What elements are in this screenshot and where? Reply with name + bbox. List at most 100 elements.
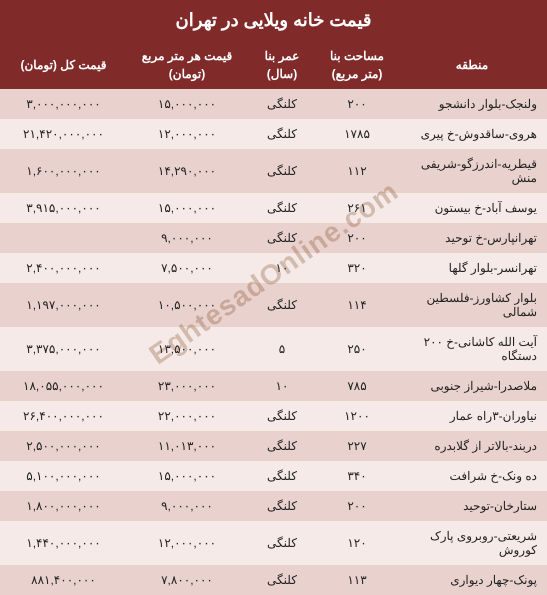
col-header-region: منطقه	[397, 41, 547, 89]
cell-ppm: ۱۱,۰۱۳,۰۰۰	[127, 431, 247, 461]
table-row: پونک-چهار دیواری۱۱۳کلنگی۷,۸۰۰,۰۰۰۸۸۱,۴۰۰…	[0, 565, 547, 595]
table-row: قیطریه-اندرزگو-شریفی منش۱۱۲کلنگی۱۴,۲۹۰,۰…	[0, 149, 547, 193]
col-header-age: عمر بنا (سال)	[247, 41, 317, 89]
table-row: ستارخان-توحید۲۰۰کلنگی۹,۰۰۰,۰۰۰۱,۸۰۰,۰۰۰,…	[0, 491, 547, 521]
header-row: منطقه مساحت بنا (متر مربع) عمر بنا (سال)…	[0, 41, 547, 89]
cell-ppm: ۱۲,۰۰۰,۰۰۰	[127, 521, 247, 565]
table-row: تهرانپارس-خ توحید۲۰۰کلنگی۹,۰۰۰,۰۰۰	[0, 223, 547, 253]
cell-age: کلنگی	[247, 461, 317, 491]
cell-age: کلنگی	[247, 119, 317, 149]
cell-total: ۸۸۱,۴۰۰,۰۰۰	[0, 565, 127, 595]
cell-region: شریعتی-روبروی پارک کوروش	[397, 521, 547, 565]
cell-area: ۱۱۴	[317, 283, 397, 327]
cell-region: قیطریه-اندرزگو-شریفی منش	[397, 149, 547, 193]
cell-total: ۱,۴۴۰,۰۰۰,۰۰۰	[0, 521, 127, 565]
cell-ppm: ۹,۰۰۰,۰۰۰	[127, 491, 247, 521]
cell-total: ۳,۰۰۰,۰۰۰,۰۰۰	[0, 89, 127, 119]
table-row: شریعتی-روبروی پارک کوروش۱۲۰کلنگی۱۲,۰۰۰,۰…	[0, 521, 547, 565]
cell-area: ۱۱۲	[317, 149, 397, 193]
cell-ppm: ۱۵,۰۰۰,۰۰۰	[127, 89, 247, 119]
table-row: ده ونک-خ شرافت۳۴۰کلنگی۱۵,۰۰۰,۰۰۰۵,۱۰۰,۰۰…	[0, 461, 547, 491]
cell-ppm: ۱۵,۰۰۰,۰۰۰	[127, 193, 247, 223]
cell-age: ۵	[247, 327, 317, 371]
cell-total: ۲,۴۰۰,۰۰۰,۰۰۰	[0, 253, 127, 283]
col-header-area-l2: (متر مربع)	[332, 67, 383, 81]
cell-region: پونک-چهار دیواری	[397, 565, 547, 595]
cell-region: تهرانسر-بلوار گلها	[397, 253, 547, 283]
table-title: قیمت خانه ویلایی در تهران	[0, 0, 547, 41]
col-header-total-l1: قیمت کل (تومان)	[20, 58, 106, 72]
cell-total: ۱۸,۰۵۵,۰۰۰,۰۰۰	[0, 371, 127, 401]
cell-total: ۱,۱۹۷,۰۰۰,۰۰۰	[0, 283, 127, 327]
col-header-ppm-l1: قیمت هر متر مربع	[142, 49, 232, 63]
cell-total	[0, 223, 127, 253]
col-header-region-l1: منطقه	[456, 58, 488, 72]
cell-ppm: ۲۳,۰۰۰,۰۰۰	[127, 371, 247, 401]
col-header-ppm: قیمت هر متر مربع (تومان)	[127, 41, 247, 89]
cell-area: ۷۸۵	[317, 371, 397, 401]
col-header-age-l2: (سال)	[267, 67, 297, 81]
cell-age: کلنگی	[247, 565, 317, 595]
cell-area: ۲۲۷	[317, 431, 397, 461]
cell-area: ۲۰۰	[317, 223, 397, 253]
cell-ppm: ۷,۵۰۰,۰۰۰	[127, 253, 247, 283]
cell-area: ۱۲۰۰	[317, 401, 397, 431]
cell-age: ۱۰	[247, 253, 317, 283]
cell-total: ۲۶,۴۰۰,۰۰۰,۰۰۰	[0, 401, 127, 431]
table-row: یوسف آباد-خ بیستون۲۶۱کلنگی۱۵,۰۰۰,۰۰۰۳,۹۱…	[0, 193, 547, 223]
price-table: قیمت خانه ویلایی در تهران منطقه مساحت بن…	[0, 0, 547, 595]
cell-area: ۱۲۰	[317, 521, 397, 565]
cell-region: یوسف آباد-خ بیستون	[397, 193, 547, 223]
cell-region: ده ونک-خ شرافت	[397, 461, 547, 491]
cell-region: آیت الله کاشانی-خ ۲۰۰ دستگاه	[397, 327, 547, 371]
cell-region: نیاوران-۳راه عمار	[397, 401, 547, 431]
cell-ppm: ۱۵,۰۰۰,۰۰۰	[127, 461, 247, 491]
cell-age: کلنگی	[247, 223, 317, 253]
cell-total: ۲۱,۴۲۰,۰۰۰,۰۰۰	[0, 119, 127, 149]
col-header-total: قیمت کل (تومان)	[0, 41, 127, 89]
cell-area: ۲۰۰	[317, 491, 397, 521]
cell-ppm: ۲۲,۰۰۰,۰۰۰	[127, 401, 247, 431]
cell-region: ولنجک-بلوار دانشجو	[397, 89, 547, 119]
cell-area: ۲۰۰	[317, 89, 397, 119]
cell-ppm: ۱۰,۵۰۰,۰۰۰	[127, 283, 247, 327]
col-header-area-l1: مساحت بنا	[330, 49, 384, 63]
table-row: دربند-بالاتر از گلابدره۲۲۷کلنگی۱۱,۰۱۳,۰۰…	[0, 431, 547, 461]
table-row: آیت الله کاشانی-خ ۲۰۰ دستگاه۲۵۰۵۱۳,۵۰۰,۰…	[0, 327, 547, 371]
cell-age: کلنگی	[247, 431, 317, 461]
cell-age: کلنگی	[247, 89, 317, 119]
cell-area: ۳۴۰	[317, 461, 397, 491]
col-header-age-l1: عمر بنا	[265, 49, 300, 63]
cell-ppm: ۷,۸۰۰,۰۰۰	[127, 565, 247, 595]
cell-area: ۲۶۱	[317, 193, 397, 223]
cell-region: بلوار کشاورز-فلسطین شمالی	[397, 283, 547, 327]
cell-age: ۱۰	[247, 371, 317, 401]
cell-ppm: ۱۴,۲۹۰,۰۰۰	[127, 149, 247, 193]
cell-total: ۳,۳۷۵,۰۰۰,۰۰۰	[0, 327, 127, 371]
cell-total: ۱,۶۰۰,۰۰۰,۰۰۰	[0, 149, 127, 193]
table-row: تهرانسر-بلوار گلها۳۲۰۱۰۷,۵۰۰,۰۰۰۲,۴۰۰,۰۰…	[0, 253, 547, 283]
cell-area: ۲۵۰	[317, 327, 397, 371]
cell-age: کلنگی	[247, 521, 317, 565]
cell-region: ستارخان-توحید	[397, 491, 547, 521]
cell-region: تهرانپارس-خ توحید	[397, 223, 547, 253]
cell-region: ملاصدرا-شیراز جنوبی	[397, 371, 547, 401]
cell-region: هروی-ساقدوش-خ پیری	[397, 119, 547, 149]
cell-age: کلنگی	[247, 283, 317, 327]
title-row: قیمت خانه ویلایی در تهران	[0, 0, 547, 41]
table-row: ملاصدرا-شیراز جنوبی۷۸۵۱۰۲۳,۰۰۰,۰۰۰۱۸,۰۵۵…	[0, 371, 547, 401]
col-header-ppm-l2: (تومان)	[169, 67, 205, 81]
cell-total: ۵,۱۰۰,۰۰۰,۰۰۰	[0, 461, 127, 491]
cell-region: دربند-بالاتر از گلابدره	[397, 431, 547, 461]
table-row: نیاوران-۳راه عمار۱۲۰۰کلنگی۲۲,۰۰۰,۰۰۰۲۶,۴…	[0, 401, 547, 431]
cell-total: ۲,۵۰۰,۰۰۰,۰۰۰	[0, 431, 127, 461]
cell-area: ۱۷۸۵	[317, 119, 397, 149]
cell-ppm: ۹,۰۰۰,۰۰۰	[127, 223, 247, 253]
table-row: هروی-ساقدوش-خ پیری۱۷۸۵کلنگی۱۲,۰۰۰,۰۰۰۲۱,…	[0, 119, 547, 149]
table-row: ولنجک-بلوار دانشجو۲۰۰کلنگی۱۵,۰۰۰,۰۰۰۳,۰۰…	[0, 89, 547, 119]
cell-ppm: ۱۲,۰۰۰,۰۰۰	[127, 119, 247, 149]
table-row: بلوار کشاورز-فلسطین شمالی۱۱۴کلنگی۱۰,۵۰۰,…	[0, 283, 547, 327]
cell-total: ۳,۹۱۵,۰۰۰,۰۰۰	[0, 193, 127, 223]
cell-area: ۱۱۳	[317, 565, 397, 595]
cell-age: کلنگی	[247, 193, 317, 223]
